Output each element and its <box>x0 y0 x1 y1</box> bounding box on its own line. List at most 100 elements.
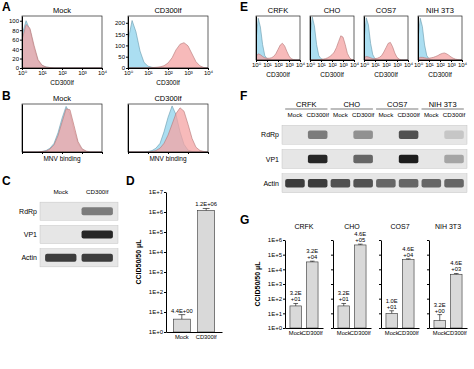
y-tick: 100 <box>9 18 22 24</box>
y-tick-label: 1E+7 <box>149 189 164 195</box>
y-tick: 150 <box>115 32 128 38</box>
histogram-area <box>418 18 462 60</box>
y-tick: 1E+3 <box>149 269 166 275</box>
x-tick-label: 10⁰ <box>18 70 28 76</box>
y-tick: 1E+1 <box>268 311 285 317</box>
histogram-panel: 10⁰10¹10²10³10⁴020406080100MockCD300lf <box>9 6 108 86</box>
x-axis-title: MNV binding <box>149 155 187 163</box>
x-tick-label: 10⁴ <box>296 62 306 68</box>
y-tick-mark <box>331 313 333 314</box>
bar-panel: MockCD300lf1E+01E+11E+21E+31E+41E+51E+61… <box>135 189 223 340</box>
y-tick-label: 0 <box>122 65 126 71</box>
plot-frame <box>364 16 408 60</box>
x-tick: 10² <box>328 60 337 68</box>
error-bar-cap <box>203 208 210 209</box>
y-tick <box>427 299 429 300</box>
x-tick: 10³ <box>184 68 193 76</box>
y-tick-mark <box>379 255 381 256</box>
plot-frame <box>418 16 462 60</box>
lane-label: CD300lf <box>397 111 420 118</box>
y-tick-label: 0 <box>16 65 20 71</box>
x-axis: 10⁰10¹10²10³10⁴ <box>18 68 108 76</box>
error-bar-stem <box>343 303 344 305</box>
y-tick-label: 1E+6 <box>268 237 283 243</box>
x-tick: 10¹ <box>263 60 272 68</box>
blot-strip <box>282 174 467 193</box>
y-tick: 1E+4 <box>149 249 166 255</box>
error-bar <box>358 244 363 246</box>
x-axis: MockCD300lf <box>382 328 420 336</box>
y-tick-label: 1E+0 <box>149 329 164 335</box>
x-tick <box>82 152 83 154</box>
x-axis-line <box>286 328 324 329</box>
blot-band <box>444 179 464 187</box>
y-tick: 1E+3 <box>268 281 285 287</box>
figure: 10⁰10¹10²10³10⁴020406080100MockCD300lfA1… <box>0 0 474 369</box>
error-bar-cap <box>178 314 185 315</box>
blot-band <box>353 155 373 163</box>
y-axis-title: CCID50/50 μL <box>254 261 262 307</box>
blot-strip <box>40 202 118 220</box>
lane-label: CD300lf <box>86 188 109 195</box>
y-tick: 50 <box>118 54 128 60</box>
y-tick-mark <box>164 232 166 233</box>
y-tick-mark <box>427 269 429 270</box>
x-tick: 10² <box>436 60 445 68</box>
x-tick: Mock <box>337 328 351 336</box>
y-axis-line <box>285 241 286 329</box>
x-axis-line <box>334 328 372 329</box>
histogram-area <box>310 17 354 60</box>
y-tick-label: 40 <box>12 47 19 53</box>
plot-area <box>128 106 208 152</box>
data-label: 1.2E+06 <box>195 201 217 207</box>
chart-title: Mock <box>53 94 71 103</box>
error-bar-cap <box>454 273 459 274</box>
histogram-panel: 10⁰10¹10²10³10⁴COS7CD300lf <box>360 6 414 78</box>
y-tick-mark <box>379 284 381 285</box>
x-tick: 10³ <box>285 60 294 68</box>
y-tick-mark <box>20 59 22 60</box>
y-tick-label: 1E+3 <box>268 281 283 287</box>
plot-area <box>128 21 208 68</box>
plot-frame <box>256 16 300 60</box>
group-label: CHO <box>343 100 360 109</box>
figure-root: 10⁰10¹10²10³10⁴020406080100MockCD300lfA1… <box>0 0 474 369</box>
y-tick: 1E+1 <box>149 309 166 315</box>
y-tick-mark <box>427 284 429 285</box>
blot-band <box>422 131 442 139</box>
blot-band <box>82 207 113 215</box>
histogram-area <box>22 106 102 152</box>
data-label: 3.2E+00 <box>434 302 446 314</box>
y-axis-line <box>166 193 167 333</box>
blot-band <box>422 179 442 187</box>
x-tick <box>62 152 63 154</box>
chart-title: CHO <box>344 223 360 230</box>
y-axis-line <box>381 241 382 329</box>
error-bar <box>341 303 346 305</box>
y-tick-mark <box>427 299 429 300</box>
y-tick: 1E+5 <box>268 252 285 258</box>
error-bar <box>437 315 442 321</box>
y-tick: 1E+6 <box>149 209 166 215</box>
data-label: 4.6E+04 <box>402 246 414 258</box>
y-axis-line <box>310 17 311 61</box>
y-tick <box>331 269 333 270</box>
x-tick-label: 10⁰ <box>252 62 262 68</box>
error-bar <box>203 208 210 210</box>
bar <box>402 260 414 328</box>
y-tick-mark <box>283 328 285 329</box>
histogram-area <box>256 43 300 60</box>
x-tick-mark <box>82 152 83 154</box>
y-tick: 1E+4 <box>268 267 285 273</box>
chart-title: NIH 3T3 <box>426 6 454 15</box>
histogram-area <box>128 106 208 152</box>
blot-band <box>376 155 396 163</box>
data-label: 4.4E+00 <box>171 308 193 314</box>
y-tick-mark <box>379 328 381 329</box>
lane-label: Mock <box>288 111 304 118</box>
y-tick-label: 1E+1 <box>268 311 283 317</box>
plot-area <box>386 259 414 328</box>
y-tick: 60 <box>12 37 22 43</box>
x-tick <box>42 152 43 154</box>
x-tick-label: 10³ <box>339 62 348 68</box>
